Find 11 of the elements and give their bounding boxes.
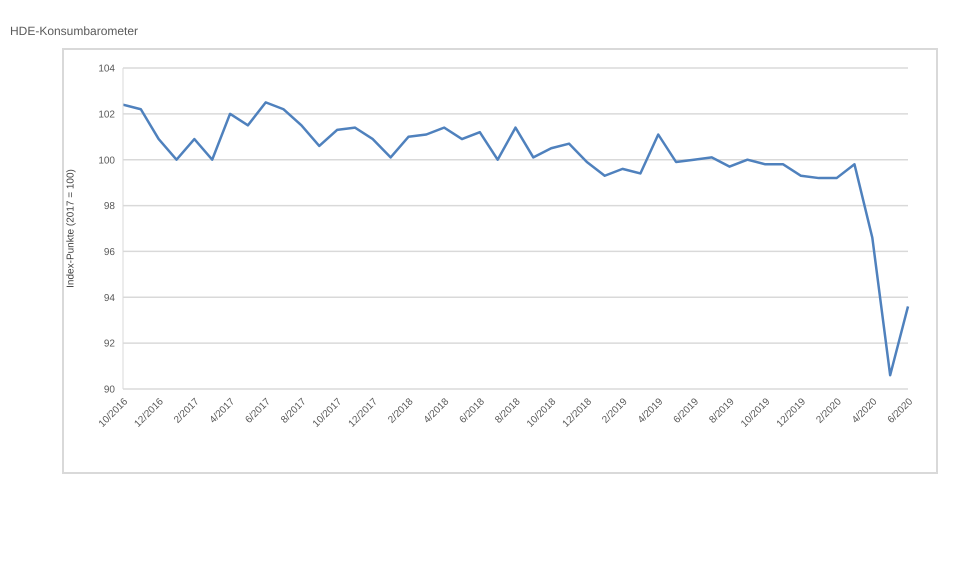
- y-tick-label: 104: [98, 64, 116, 75]
- y-tick-label: 100: [98, 155, 116, 166]
- y-tick-label: 94: [104, 292, 116, 304]
- y-tick-label: 102: [98, 109, 116, 120]
- chart-title: HDE-Konsumbarometer: [10, 24, 140, 38]
- y-tick-label: 92: [104, 338, 116, 350]
- line-series: [122, 101, 910, 376]
- y-tick-label: 98: [104, 201, 116, 212]
- y-tick-label: 96: [104, 246, 116, 258]
- y-tick-label: 90: [104, 384, 116, 396]
- y-axis-title: Index-Punkte (2017 = 100): [66, 169, 77, 288]
